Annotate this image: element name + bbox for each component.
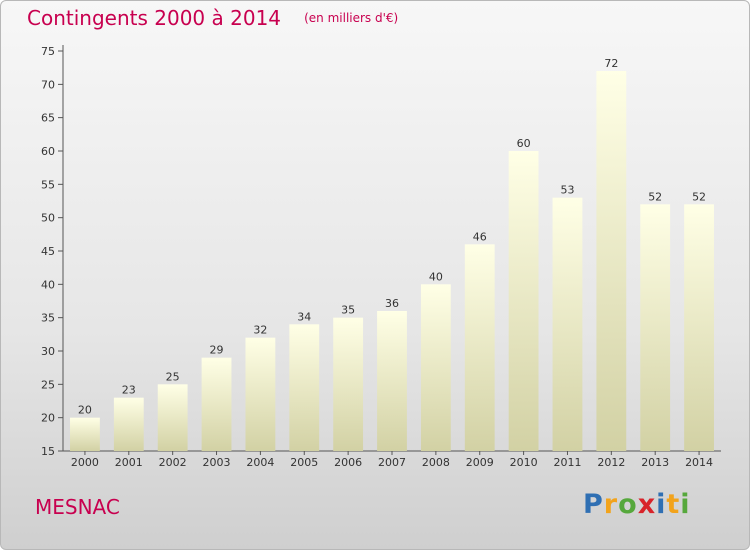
y-tick-label: 45 [41, 245, 55, 258]
place-name: MESNAC [35, 495, 120, 519]
data-label: 46 [473, 230, 487, 243]
data-label: 35 [341, 304, 355, 317]
brand-letter: x [637, 489, 657, 520]
bar [596, 71, 627, 451]
y-tick-label: 50 [41, 212, 55, 225]
y-tick-label: 15 [41, 445, 55, 458]
x-tick-label: 2007 [378, 456, 406, 469]
x-tick-label: 2014 [685, 456, 713, 469]
data-label: 53 [560, 184, 574, 197]
x-tick-label: 2002 [159, 456, 187, 469]
y-tick-label: 30 [41, 345, 55, 358]
bar [289, 324, 320, 451]
brand-letter: P [583, 489, 604, 520]
bar [464, 244, 495, 451]
data-label: 32 [253, 324, 267, 337]
x-tick-label: 2011 [553, 456, 581, 469]
y-tick-label: 70 [41, 78, 55, 91]
data-label: 40 [429, 270, 443, 283]
x-tick-label: 2006 [334, 456, 362, 469]
x-tick-label: 2010 [510, 456, 538, 469]
data-label: 34 [297, 310, 311, 323]
x-tick-label: 2001 [115, 456, 143, 469]
data-label: 20 [78, 404, 92, 417]
bar [333, 317, 364, 451]
title-row: Contingents 2000 à 2014 (en milliers d'€… [27, 6, 398, 30]
x-tick-label: 2004 [246, 456, 274, 469]
data-label: 52 [648, 190, 662, 203]
data-label: 60 [517, 137, 531, 150]
x-tick-label: 2008 [422, 456, 450, 469]
x-tick-label: 2003 [203, 456, 231, 469]
bar [157, 384, 188, 451]
bar [201, 357, 232, 451]
brand-letter: i [656, 489, 667, 520]
bar [113, 397, 144, 451]
bar [245, 337, 276, 451]
data-label: 23 [122, 384, 136, 397]
bar [377, 311, 407, 451]
chart-title: Contingents 2000 à 2014 [27, 6, 282, 30]
x-tick-label: 2000 [71, 456, 99, 469]
y-tick-label: 40 [41, 278, 55, 291]
brand-letter: t [666, 489, 681, 520]
y-tick-label: 60 [41, 145, 55, 158]
x-tick-label: 2012 [597, 456, 625, 469]
y-tick-label: 55 [41, 178, 55, 191]
brand-letter: r [603, 489, 619, 520]
bar [508, 151, 539, 451]
y-tick-label: 20 [41, 412, 55, 425]
x-tick-label: 2013 [641, 456, 669, 469]
data-label: 36 [385, 297, 399, 310]
brand-letter: i [680, 489, 691, 520]
brand-logo: Proxiti [583, 489, 691, 520]
y-tick-label: 75 [41, 45, 55, 58]
data-label: 52 [692, 190, 706, 203]
bar [420, 284, 451, 451]
brand-letter: o [618, 489, 638, 520]
bar [552, 197, 583, 451]
x-tick-label: 2009 [466, 456, 494, 469]
bar [640, 204, 671, 451]
y-tick-label: 65 [41, 112, 55, 125]
data-label: 25 [166, 370, 180, 383]
chart-subtitle: (en milliers d'€) [304, 11, 399, 25]
data-label: 29 [210, 344, 224, 357]
y-tick-label: 35 [41, 312, 55, 325]
bar [684, 204, 714, 451]
x-tick-label: 2005 [290, 456, 318, 469]
data-label: 72 [604, 57, 618, 70]
bar [70, 417, 100, 451]
y-tick-label: 25 [41, 378, 55, 391]
